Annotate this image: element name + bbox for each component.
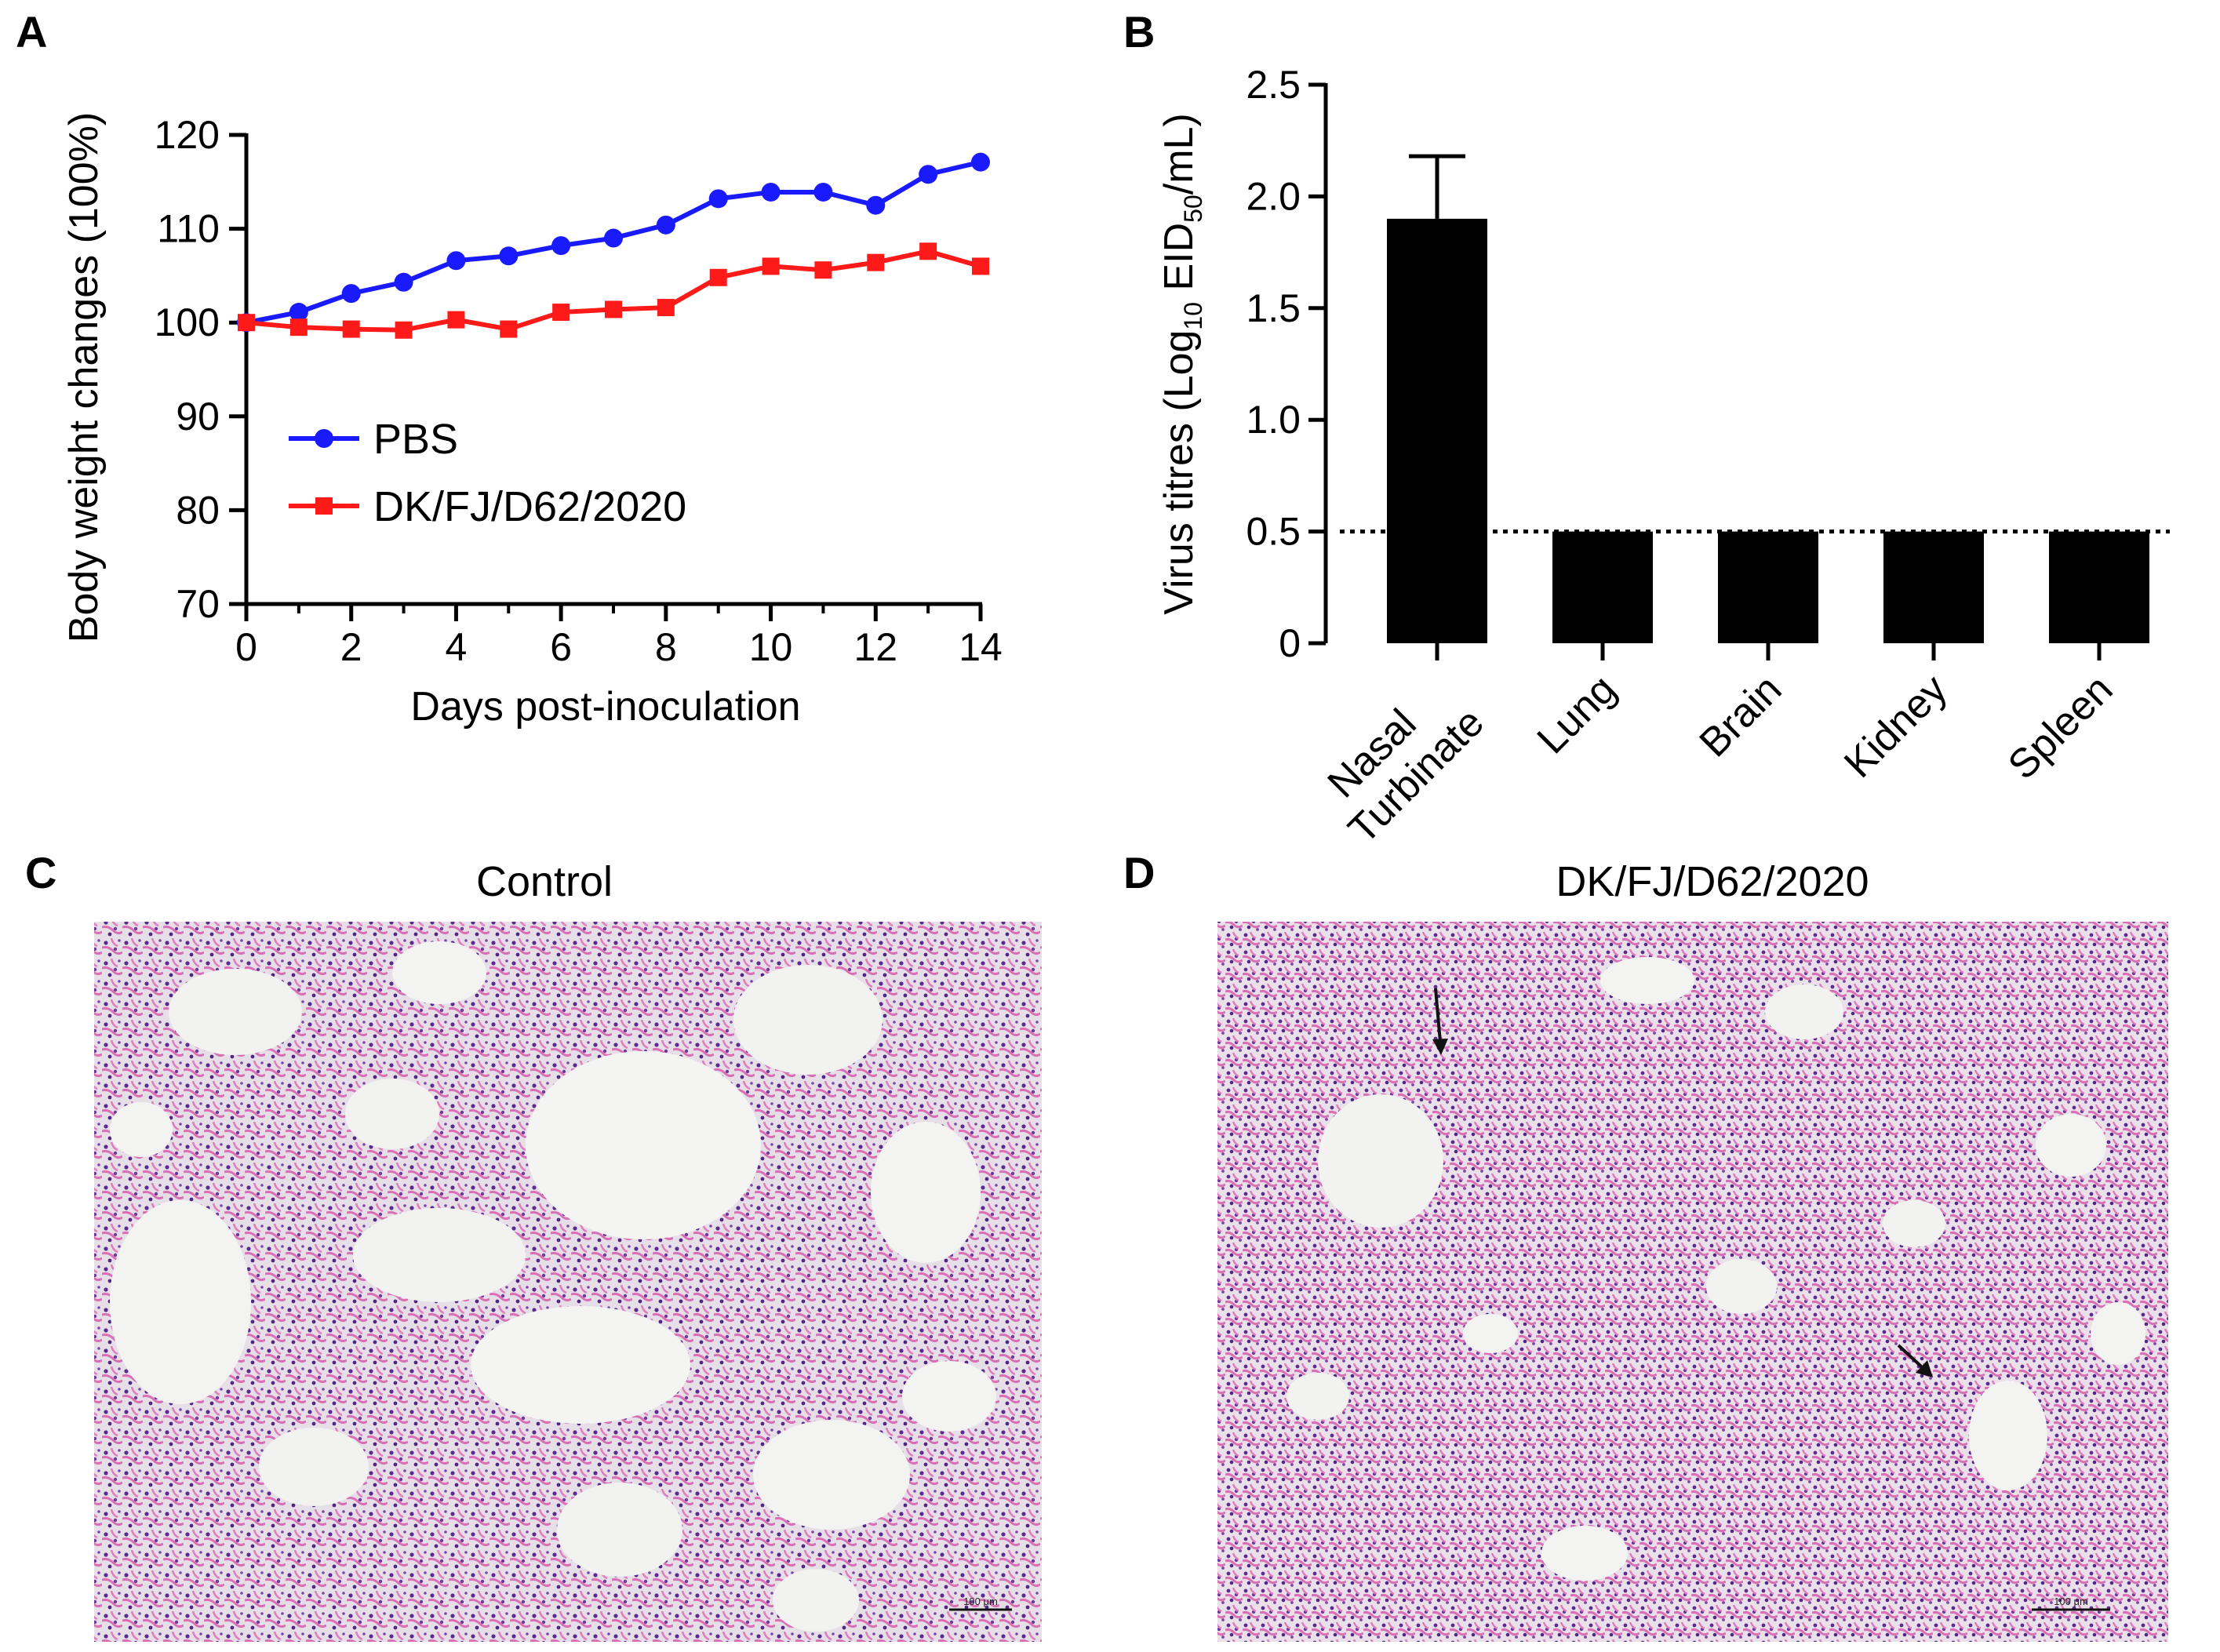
- data-point: [341, 284, 361, 304]
- y-axis-title-subscript: 10: [1179, 302, 1207, 330]
- data-point: [395, 321, 413, 339]
- panel-letter-a: A: [16, 7, 47, 56]
- data-point: [813, 182, 833, 202]
- data-point: [499, 246, 519, 266]
- panel-letter-d: D: [1123, 848, 1155, 897]
- data-point: [709, 268, 727, 286]
- data-point: [447, 311, 465, 329]
- data-point: [761, 182, 781, 202]
- control-lung-micrograph: [94, 922, 1042, 1642]
- y-tick-label: 0: [1279, 621, 1301, 665]
- legend-label: PBS: [373, 416, 458, 463]
- category-label: Lung: [1529, 666, 1625, 762]
- category-label: Brain: [1691, 666, 1791, 766]
- data-point: [657, 299, 675, 317]
- data-point: [551, 236, 571, 256]
- data-point: [919, 165, 938, 184]
- category-label-line: Spleen: [2000, 666, 2122, 788]
- control-scale-bar-label: 100 μm: [963, 1596, 998, 1607]
- control-scale-bar: 100 μm: [949, 1596, 1012, 1611]
- y-tick-label: 70: [176, 582, 220, 626]
- x-tick-label: 10: [749, 625, 793, 669]
- y-axis-title-subscript: 50: [1179, 195, 1207, 223]
- x-tick-label: 12: [853, 625, 897, 669]
- control-image-title: Control: [476, 858, 613, 905]
- panel-a: A 70 80 90 100 110 120 0 2 4 6 8 10 12 14 Days post-in…: [16, 7, 1003, 730]
- infected-scale-bar-label: 100 μm: [2054, 1596, 2088, 1607]
- x-tick-label: 2: [340, 625, 362, 669]
- bar: [1883, 531, 1984, 643]
- body-weight-line-chart: 70 80 90 100 110 120 0 2 4 6 8 10 12 14 Days post-inoc…: [61, 112, 1003, 730]
- y-tick-label: 2.0: [1246, 174, 1301, 218]
- bar: [1718, 531, 1818, 643]
- bar: [2049, 531, 2149, 643]
- panel-d: D DK/FJ/D62/2020 100 μm: [1123, 848, 2168, 1642]
- y-tick-label: 100: [155, 300, 220, 344]
- data-point: [605, 300, 622, 318]
- category-label-line: Brain: [1691, 666, 1791, 766]
- data-point: [342, 320, 360, 338]
- y-axis-title-part: /mL): [1156, 113, 1202, 195]
- y-tick-label: 1.0: [1246, 398, 1301, 442]
- bar: [1387, 218, 1487, 643]
- y-axis-title: Body weight changes (100%): [61, 112, 107, 642]
- bar: [1552, 531, 1653, 643]
- y-tick-label: 2.5: [1246, 63, 1301, 107]
- infected-scale-bar: 100 μm: [2032, 1596, 2110, 1611]
- category-label: NasalTurbinate: [1307, 666, 1493, 852]
- data-point: [552, 304, 570, 322]
- data-point: [708, 189, 728, 209]
- x-tick-label: 8: [655, 625, 677, 669]
- infected-image-title: DK/FJ/D62/2020: [1556, 858, 1869, 905]
- data-point: [289, 318, 308, 337]
- legend-marker: [315, 497, 333, 515]
- data-point: [971, 152, 990, 172]
- data-point: [500, 320, 518, 338]
- y-tick-label: 90: [176, 395, 220, 438]
- category-label: Spleen: [2000, 666, 2122, 788]
- panel-c: C Control 100 μm: [25, 848, 1042, 1642]
- legend-marker: [315, 429, 333, 448]
- virus-titre-bar-chart: 0 0.5 1.0 1.5 2.0 2.5 Virus titres (Log10 EID5…: [1156, 63, 2170, 853]
- data-point: [972, 257, 989, 275]
- category-label-line: Kidney: [1836, 666, 1956, 786]
- data-point: [238, 314, 255, 332]
- y-axis-title: Virus titres (Log10 EID50/mL): [1156, 113, 1207, 615]
- x-tick-label: 6: [550, 625, 572, 669]
- y-axis-title-part: EID: [1156, 223, 1202, 302]
- panel-b: B 0 0.5 1.0 1.5 2.0 2.5 Virus titres (Log10 EI…: [1123, 7, 2170, 853]
- panel-letter-b: B: [1123, 7, 1155, 56]
- data-point: [656, 215, 675, 235]
- data-point: [814, 261, 832, 279]
- y-tick-label: 120: [155, 113, 220, 157]
- x-axis-title: Days post-inoculation: [410, 684, 800, 730]
- y-tick-label: 110: [157, 207, 220, 251]
- y-tick-label: 0.5: [1246, 510, 1301, 554]
- category-label-line: Lung: [1529, 666, 1625, 762]
- data-point: [289, 303, 308, 322]
- data-point: [762, 257, 780, 275]
- data-point: [446, 251, 466, 271]
- data-point: [919, 242, 937, 260]
- legend-label: DK/FJ/D62/2020: [373, 483, 686, 530]
- data-point: [394, 272, 413, 292]
- x-tick-label: 14: [959, 625, 1003, 669]
- category-label: Kidney: [1836, 666, 1956, 786]
- y-tick-label: 80: [176, 488, 220, 532]
- panel-letter-c: C: [25, 848, 56, 897]
- x-tick-label: 0: [235, 625, 257, 669]
- infected-lung-micrograph: [1217, 922, 2168, 1642]
- y-axis-title-part: Virus titres (Log: [1156, 330, 1202, 615]
- x-tick-label: 4: [446, 625, 468, 669]
- data-point: [604, 228, 623, 248]
- data-point: [867, 253, 885, 271]
- y-tick-label: 1.5: [1246, 286, 1301, 330]
- data-point: [866, 195, 886, 215]
